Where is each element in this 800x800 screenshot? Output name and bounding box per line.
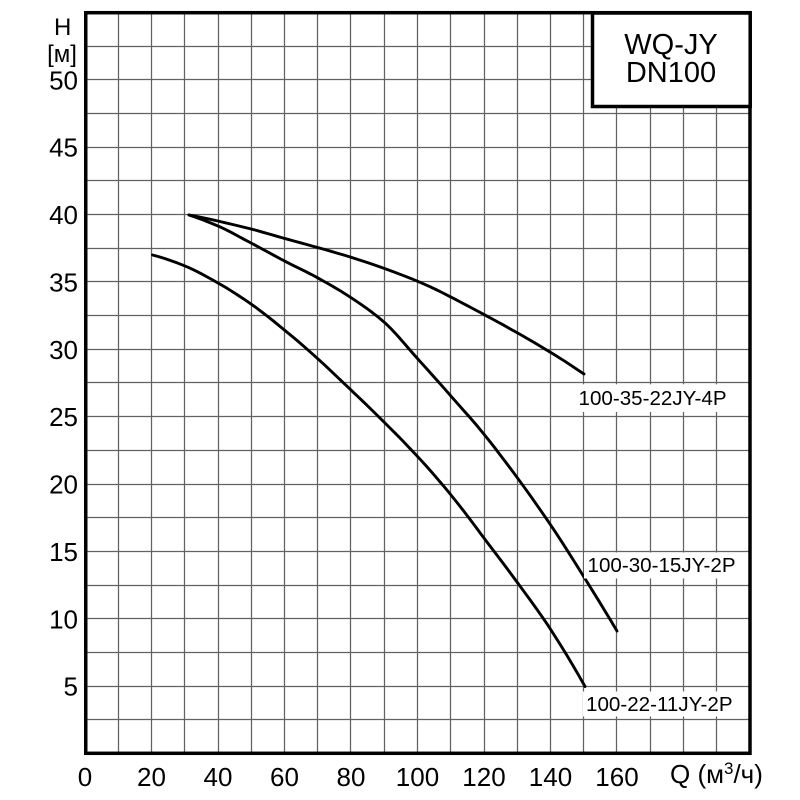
svg-text:160: 160 (595, 762, 638, 792)
svg-text:35: 35 (49, 268, 78, 298)
svg-text:100: 100 (396, 762, 439, 792)
svg-text:50: 50 (49, 65, 78, 95)
svg-text:[м]: [м] (47, 41, 77, 68)
svg-text:WQ-JY: WQ-JY (624, 29, 717, 61)
svg-text:15: 15 (49, 537, 78, 567)
svg-text:Q (м3/ч): Q (м3/ч) (670, 759, 763, 789)
svg-text:10: 10 (49, 604, 78, 634)
svg-text:100-35-22JY-4P: 100-35-22JY-4P (579, 387, 727, 410)
svg-text:40: 40 (204, 762, 233, 792)
svg-text:DN100: DN100 (626, 57, 716, 89)
svg-text:45: 45 (49, 133, 78, 163)
svg-text:20: 20 (137, 762, 166, 792)
svg-text:20: 20 (49, 470, 78, 500)
svg-text:H: H (54, 14, 71, 41)
svg-text:40: 40 (49, 200, 78, 230)
svg-text:100-30-15JY-2P: 100-30-15JY-2P (588, 554, 736, 577)
svg-text:60: 60 (270, 762, 299, 792)
svg-text:5: 5 (64, 672, 78, 702)
svg-text:0: 0 (78, 762, 92, 792)
svg-text:25: 25 (49, 402, 78, 432)
svg-text:80: 80 (337, 762, 366, 792)
svg-text:30: 30 (49, 335, 78, 365)
svg-text:120: 120 (462, 762, 505, 792)
svg-text:140: 140 (529, 762, 572, 792)
svg-text:100-22-11JY-2P: 100-22-11JY-2P (586, 693, 733, 716)
